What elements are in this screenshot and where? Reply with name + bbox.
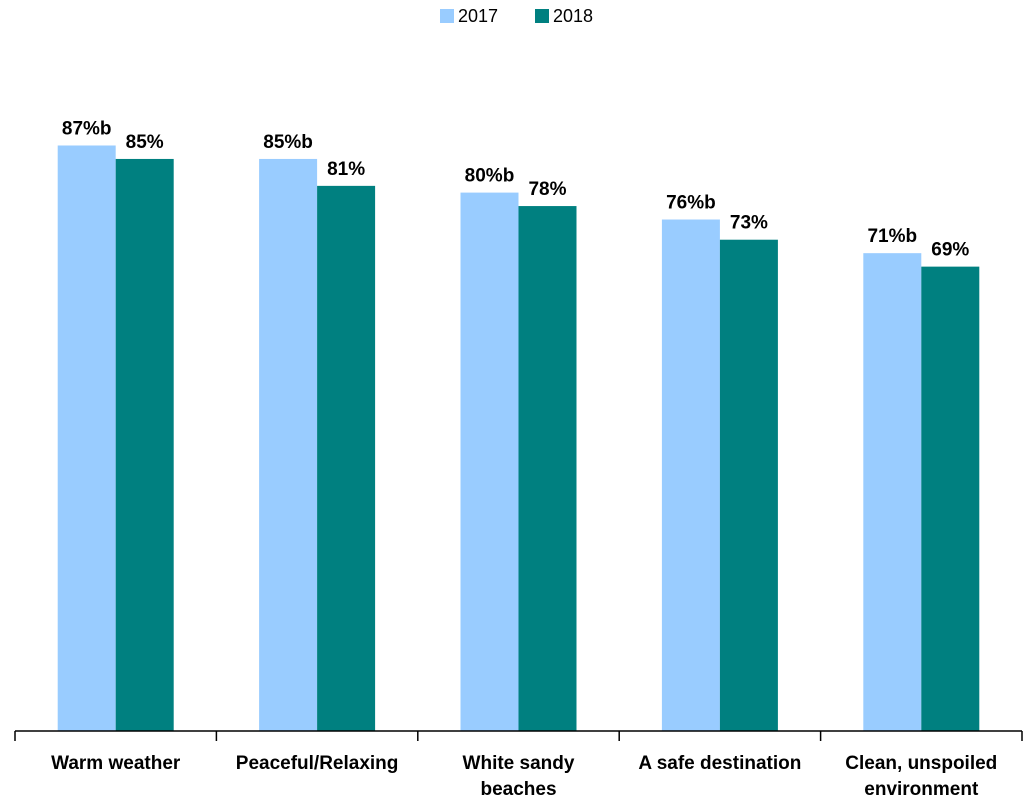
bar: [460, 192, 519, 732]
legend-swatch: [440, 9, 454, 23]
data-label: 85%b: [263, 132, 313, 153]
data-label: 80%b: [465, 166, 515, 187]
x-tick-label: White sandy beaches: [462, 753, 575, 800]
bar: [719, 239, 778, 731]
legend-label: 2018: [553, 6, 593, 26]
data-label: 85%: [126, 132, 164, 153]
bar: [863, 253, 922, 732]
x-tick-label: Peaceful/Relaxing: [235, 753, 399, 774]
x-tick-label: A safe destination: [638, 753, 802, 774]
data-label: 73%: [730, 213, 768, 234]
bar: [921, 266, 980, 731]
legend-label: 2017: [458, 6, 498, 26]
bar: [115, 158, 174, 731]
bar: [518, 206, 577, 731]
data-label: 69%: [931, 240, 969, 261]
legend-swatch: [535, 9, 549, 23]
data-label: 81%: [327, 159, 365, 180]
data-label: 71%b: [867, 226, 917, 247]
bar: [317, 185, 376, 731]
bar: [661, 219, 720, 731]
data-label: 78%: [528, 179, 566, 200]
x-tick-label: Warm weather: [51, 753, 181, 774]
bar: [57, 145, 116, 732]
x-tick-label: Clean, unspoiled environment: [845, 753, 998, 800]
data-label: 87%b: [62, 119, 112, 140]
data-label: 76%b: [666, 193, 716, 214]
bar: [259, 158, 318, 731]
